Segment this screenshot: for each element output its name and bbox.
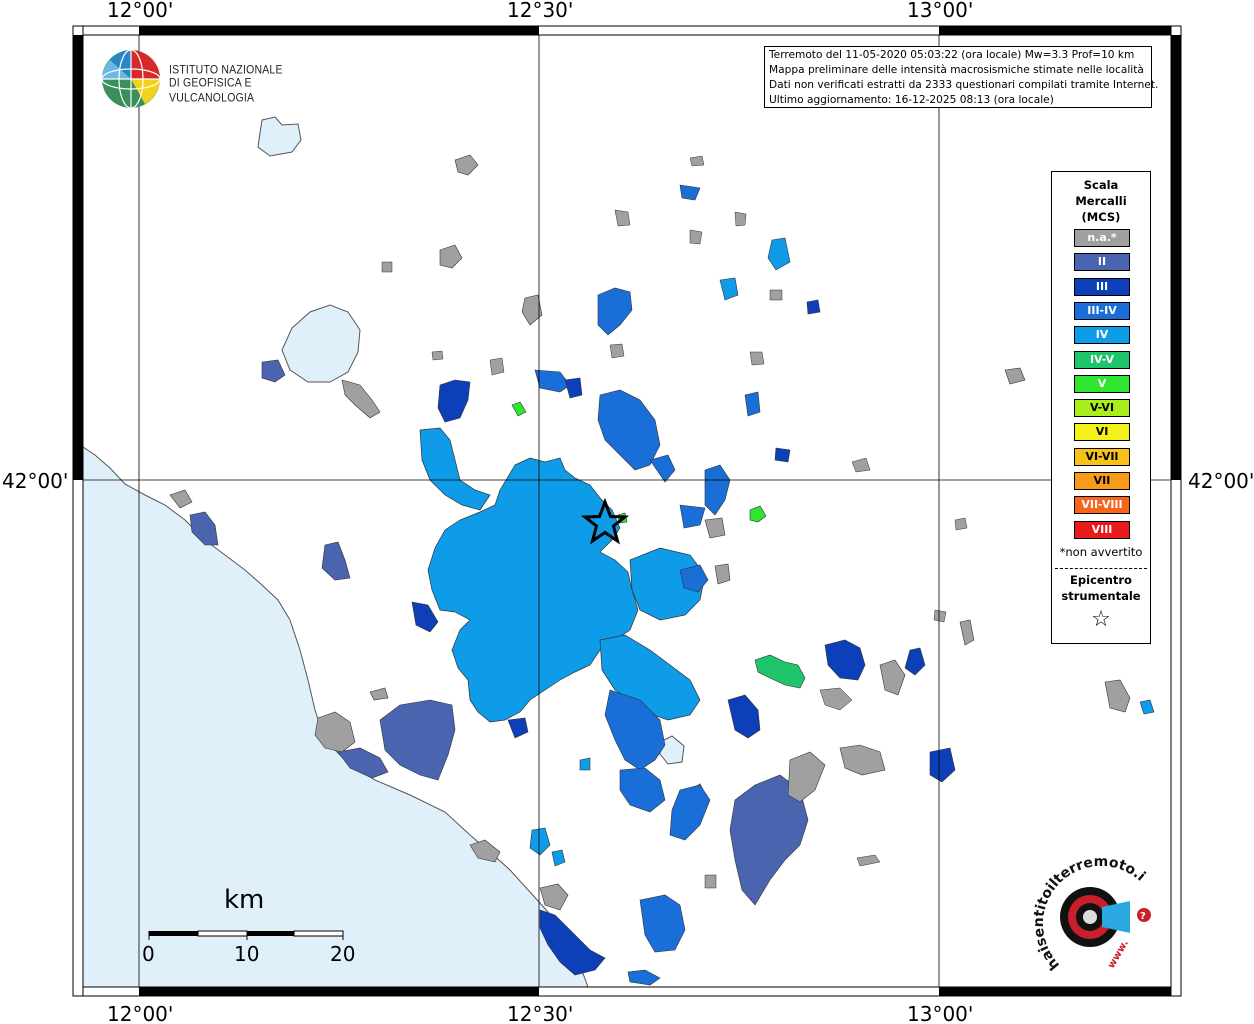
haisentito-logo: ? haisentitoilterremoto.it www. [1027,843,1160,985]
legend-note: *non avvertito [1059,545,1143,559]
event-line-3: Dati non verificati estratti da 2333 que… [769,79,1159,91]
intensity-polygons-iv-v [754,654,806,689]
rome-se-iv [599,634,701,721]
legend-item-v-vi: V-VI [1074,399,1130,418]
legend-epicenter-line2: strumentale [1061,589,1141,603]
bottom-label-1300: 13°00' [907,1002,973,1024]
intensity-polygons-iv-small [529,237,1155,867]
ingv-logo: ISTITUTO NAZIONALE DI GEOFISICA E VULCAN… [100,48,320,110]
top-label-1300: 13°00' [907,0,973,22]
legend-item-viii: VIII [1074,520,1130,539]
event-line-1: Terremoto del 11-05-2020 05:03:22 (ora l… [769,49,1135,61]
ingv-name-line2: DI GEOFISICA E VULCANOLOGIA [169,76,255,105]
legend-star-icon: ☆ [1091,607,1111,632]
legend-item-n-a: n.a.* [1074,229,1130,247]
legend-item-v: V [1074,374,1130,393]
legend-item-iv-v: IV-V [1074,350,1130,369]
legend-item-iii: III [1074,277,1130,296]
graticule [83,35,1171,987]
epicenter-star [580,497,630,545]
legend-title-line2: Mercalli [1075,194,1127,208]
legend-epicenter-line1: Epicentro [1070,573,1132,587]
legend-item-ii: II [1074,253,1130,272]
intensity-polygons-ii [189,359,809,906]
legend-item-vii: VII [1074,472,1130,490]
right-label-4200: 42°00' [1188,469,1254,493]
map-frame [72,25,1182,997]
scattered-localities [381,155,968,889]
scalebar-label-10: 10 [234,942,260,966]
scalebar-label-20: 20 [330,942,356,966]
top-label-1230: 12°30' [507,0,573,22]
tyrrhenian-sea [82,446,589,988]
legend-item-vii-viii: VII-VIII [1074,496,1130,515]
lake-bracciano [281,304,361,383]
legend-title: Scala Mercalli (MCS) [1052,177,1150,225]
svg-text:?: ? [1140,911,1146,922]
legend-item-vi-vii: VI-VII [1074,447,1130,466]
intensity-polygons-iii [411,299,956,976]
intensity-polygons-na [169,154,1131,911]
event-line-4: Ultimo aggiornamento: 16-12-2025 08:13 (… [769,94,1054,106]
event-line-2: Mappa preliminare delle intensità macros… [769,64,1144,76]
legend-item-vi: VI [1074,423,1130,442]
scalebar-title: km [224,885,265,915]
legend-epicenter-title: Epicentro strumentale [1052,572,1150,604]
top-label-1200: 12°00' [107,0,173,22]
scale-bar [148,930,344,940]
legend-title-line3: (MCS) [1081,210,1121,224]
haisentito-seismograph-icon: ? haisentitoilterremoto.it [1027,843,1151,973]
lake-albano [659,735,685,765]
bottom-label-1230: 12°30' [507,1002,573,1024]
scalebar-label-0: 0 [142,942,155,966]
legend-item-iv: IV [1074,326,1130,345]
rome-east-iv [629,547,706,621]
bottom-label-1200: 12°00' [107,1002,173,1024]
ingv-globe-icon [101,49,161,109]
legend-separator [1055,568,1147,569]
intensity-polygons-iii-iv [534,184,761,986]
ingv-name-line1: ISTITUTO NAZIONALE [169,63,283,77]
legend-item-iii-iv: III-IV [1074,301,1130,320]
legend-title-line1: Scala [1083,178,1119,192]
lake-martignano [257,116,302,157]
event-info-box: Terremoto del 11-05-2020 05:03:22 (ora l… [764,46,1159,108]
ingv-name: ISTITUTO NAZIONALE DI GEOFISICA E VULCAN… [169,63,320,105]
left-label-4200: 42°00' [2,469,68,493]
mcs-legend: Scala Mercalli (MCS) *non avvertito Epic… [1051,171,1151,644]
